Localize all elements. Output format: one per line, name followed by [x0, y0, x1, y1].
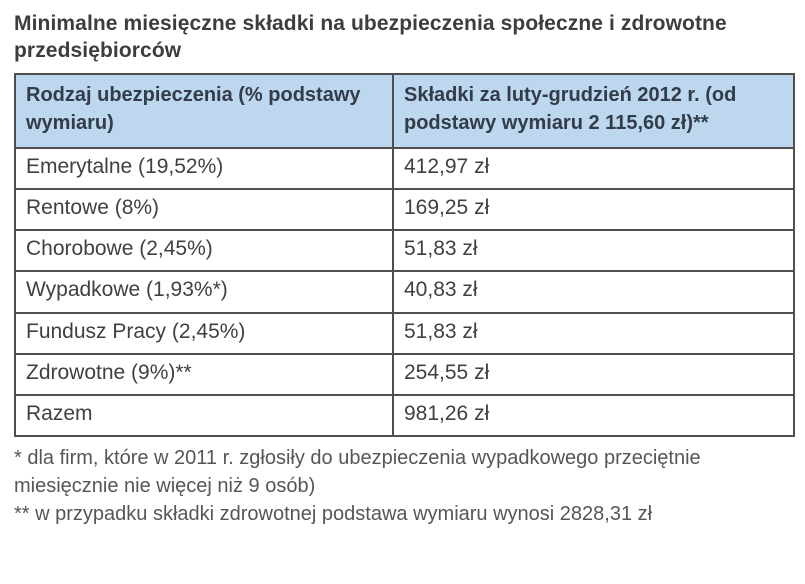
footnote-wypadkowe: * dla firm, które w 2011 r. zgłosiły do … [14, 447, 701, 498]
table-row: Rentowe (8%) 169,25 zł [14, 187, 795, 232]
table-row: Zdrowotne (9%)** 254,55 zł [14, 352, 795, 397]
header-contribution-amount: Składki za luty-grudzień 2012 r. (od pod… [392, 72, 795, 149]
cell-insurance-type: Rentowe (8%) [14, 187, 394, 232]
table-row: Chorobowe (2,45%) 51,83 zł [14, 229, 795, 273]
table-row: Razem 981,26 zł [14, 394, 795, 438]
cell-insurance-type: Chorobowe (2,45%) [14, 229, 394, 273]
cell-amount: 51,83 zł [392, 229, 795, 273]
cell-insurance-type: Zdrowotne (9%)** [14, 352, 394, 397]
footnotes: * dla firm, które w 2011 r. zgłosiły do … [14, 444, 799, 528]
cell-amount: 169,25 zł [392, 187, 795, 232]
header-insurance-type: Rodzaj ubezpieczenia (% podstawy wymiaru… [14, 72, 394, 149]
cell-amount: 254,55 zł [392, 352, 795, 397]
cell-amount: 51,83 zł [392, 311, 795, 355]
cell-insurance-type: Razem [14, 394, 394, 438]
cell-amount: 412,97 zł [392, 146, 795, 190]
table-row: Fundusz Pracy (2,45%) 51,83 zł [14, 311, 795, 355]
table-header-row: Rodzaj ubezpieczenia (% podstawy wymiaru… [14, 72, 795, 149]
cell-amount: 981,26 zł [392, 394, 795, 438]
cell-amount: 40,83 zł [392, 270, 795, 314]
table-row: Emerytalne (19,52%) 412,97 zł [14, 146, 795, 190]
page-title: Minimalne miesięczne składki na ubezpiec… [14, 12, 727, 63]
cell-insurance-type: Emerytalne (19,52%) [14, 146, 394, 190]
cell-insurance-type: Fundusz Pracy (2,45%) [14, 311, 394, 355]
cell-insurance-type: Wypadkowe (1,93%*) [14, 270, 394, 314]
footnote-zdrowotne: ** w przypadku składki zdrowotnej podsta… [14, 503, 653, 526]
contributions-table: Rodzaj ubezpieczenia (% podstawy wymiaru… [14, 72, 795, 438]
table-row: Wypadkowe (1,93%*) 40,83 zł [14, 270, 795, 314]
